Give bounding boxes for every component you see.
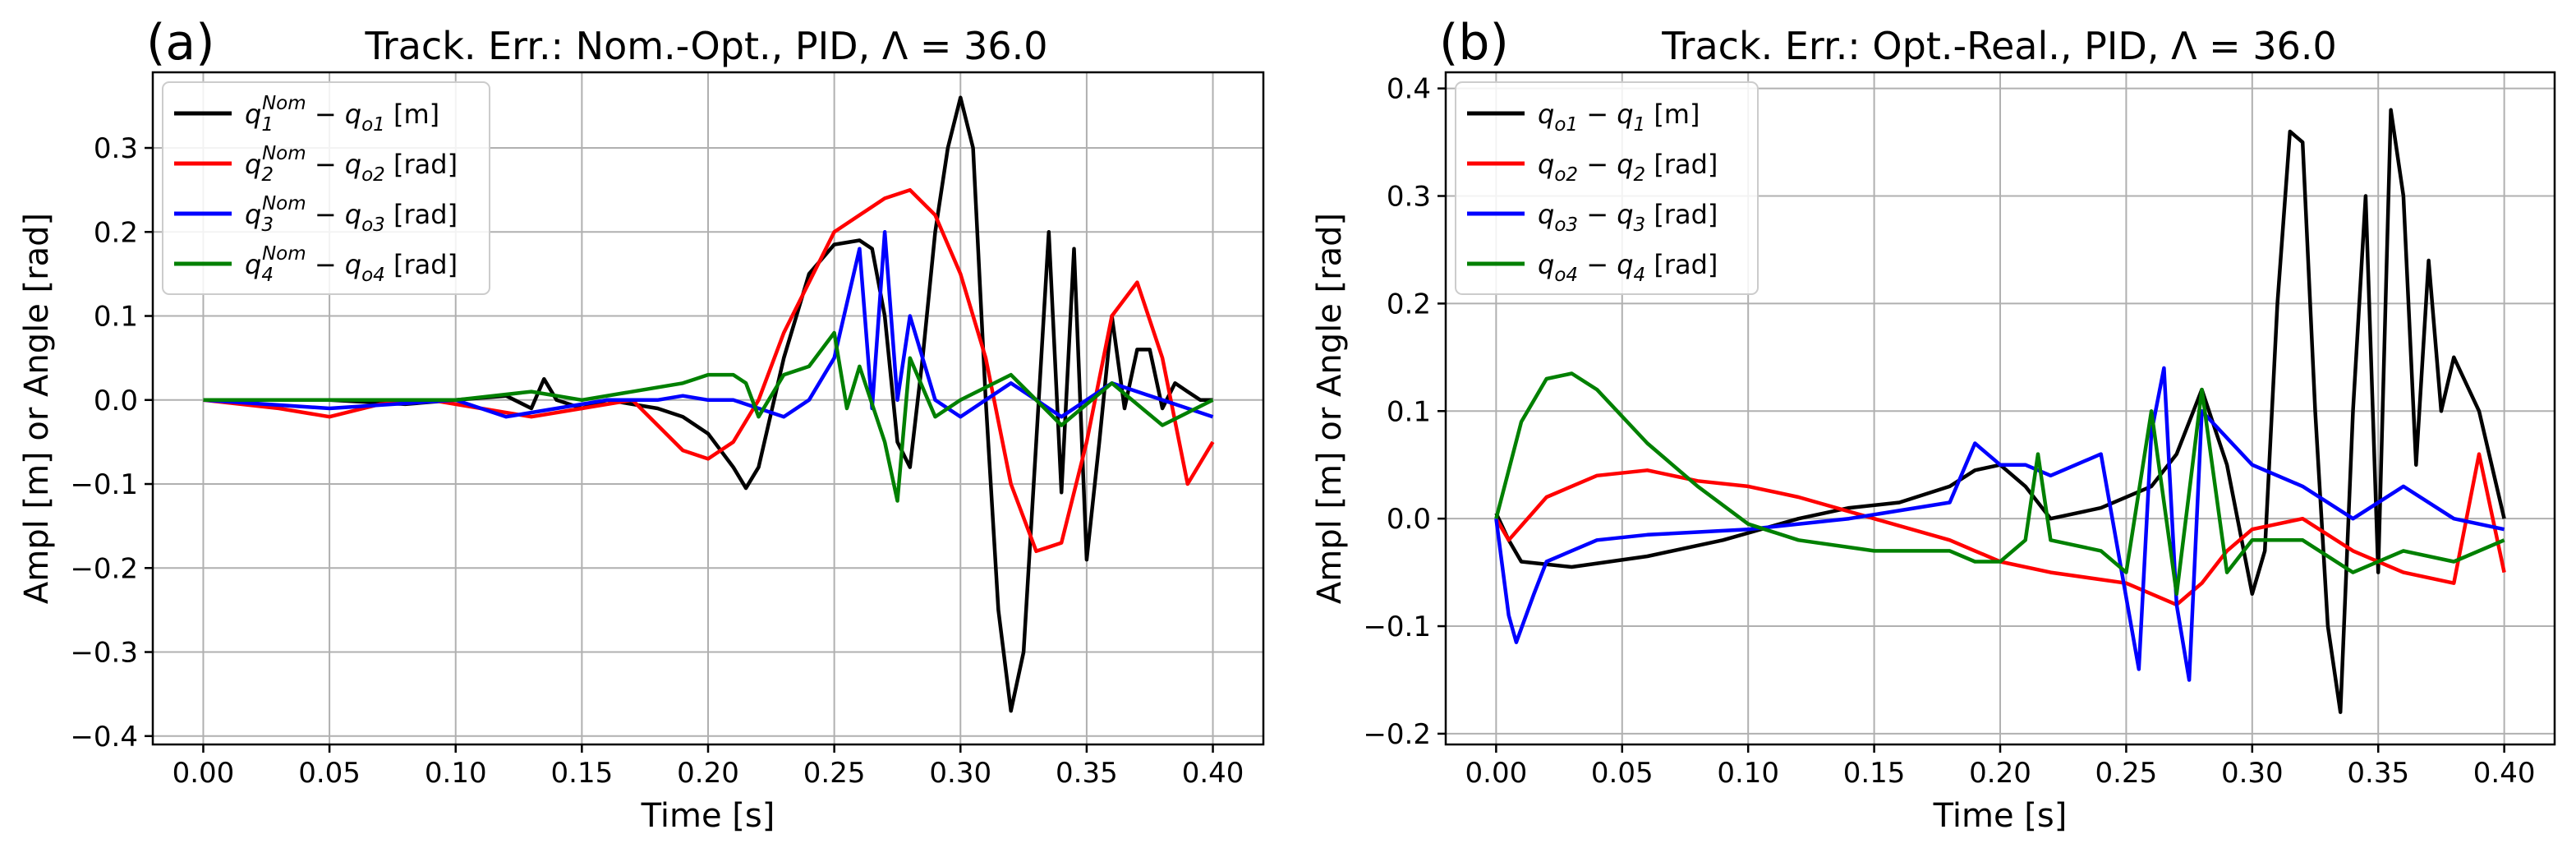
series-layer bbox=[203, 95, 1215, 713]
chart-title: Track. Err.: Nom.-Opt., PID, Λ = 36.0 bbox=[364, 24, 1047, 68]
legend: q1Nom − qo1 [m] q2Nom − qo2 [rad] q3Nom − … bbox=[162, 81, 490, 295]
x-tick-label: 0.10 bbox=[425, 757, 487, 790]
series-line-3 bbox=[1494, 366, 2505, 682]
x-tick-label: 0.20 bbox=[677, 757, 739, 790]
ticks: 0.00 0.05 0.10 0.15 0.20 0.25 0.30 0.35 0.40 −0.4… bbox=[70, 132, 1244, 790]
y-tick-label: 0.3 bbox=[94, 132, 138, 165]
y-tick-label: −0.3 bbox=[70, 637, 138, 670]
series-line-3 bbox=[203, 230, 1214, 419]
panel-label: (b) bbox=[1439, 14, 1509, 71]
series-line-4 bbox=[203, 330, 1214, 503]
series-layer bbox=[1494, 108, 2506, 714]
legend-label-1: qo1 − q1 [m] bbox=[1538, 99, 1700, 136]
x-tick-label: 0.35 bbox=[1056, 757, 1118, 790]
x-tick-label: 0.30 bbox=[929, 757, 991, 790]
gridlines bbox=[1446, 72, 2555, 744]
y-tick-label: 0.0 bbox=[1387, 503, 1431, 536]
y-tick-label: 0.1 bbox=[1387, 395, 1431, 428]
series-line-1 bbox=[1494, 108, 2506, 714]
x-tick-label: 0.05 bbox=[1591, 757, 1654, 790]
y-axis-label: Ampl [m] or Angle [rad] bbox=[1311, 213, 1349, 604]
x-tick-label: 0.10 bbox=[1717, 757, 1779, 790]
y-tick-label: −0.2 bbox=[70, 552, 138, 585]
x-tick-label: 0.20 bbox=[1969, 757, 2031, 790]
y-tick-label: −0.2 bbox=[1363, 718, 1431, 751]
x-tick-label: 0.25 bbox=[803, 757, 866, 790]
legend-box bbox=[162, 81, 490, 295]
panel-label: (a) bbox=[146, 14, 215, 71]
legend-label-2: q2Nom − qo2 [rad] bbox=[245, 143, 458, 186]
y-tick-label: 0.2 bbox=[1387, 288, 1431, 320]
x-tick-label: 0.00 bbox=[172, 757, 235, 790]
x-tick-label: 0.25 bbox=[2095, 757, 2158, 790]
panel-b: (b) Track. Err.: Opt.-Real., PID, Λ = 36… bbox=[1311, 14, 2556, 835]
x-axis-label: Time [s] bbox=[1933, 797, 2068, 835]
legend-box bbox=[1455, 81, 1759, 295]
x-tick-label: 0.40 bbox=[2473, 757, 2536, 790]
x-axis-label: Time [s] bbox=[641, 797, 775, 835]
x-tick-label: 0.00 bbox=[1465, 757, 1528, 790]
panel-a: (a) Track. Err.: Nom.-Opt., PID, Λ = 36.… bbox=[18, 14, 1265, 835]
x-tick-label: 0.15 bbox=[551, 757, 614, 790]
legend-label-3: qo3 − q3 [rad] bbox=[1538, 199, 1718, 236]
y-tick-label: 0.0 bbox=[94, 385, 138, 417]
x-tick-label: 0.40 bbox=[1182, 757, 1244, 790]
series-line-1 bbox=[203, 95, 1213, 713]
y-tick-label: −0.1 bbox=[70, 468, 138, 501]
ticks: 0.00 0.05 0.10 0.15 0.20 0.25 0.30 0.35 0.40 −0.2… bbox=[1363, 73, 2535, 790]
x-tick-label: 0.05 bbox=[298, 757, 361, 790]
y-tick-label: −0.1 bbox=[1363, 611, 1431, 643]
y-tick-label: 0.1 bbox=[94, 301, 138, 334]
series-line-4 bbox=[1494, 371, 2505, 597]
x-tick-label: 0.15 bbox=[1843, 757, 1906, 790]
legend-label-3: q3Nom − qo3 [rad] bbox=[245, 193, 458, 236]
y-tick-label: 0.2 bbox=[94, 216, 138, 249]
x-tick-label: 0.35 bbox=[2347, 757, 2409, 790]
y-tick-label: 0.3 bbox=[1387, 181, 1431, 214]
x-tick-label: 0.30 bbox=[2221, 757, 2284, 790]
legend: qo1 − q1 [m] qo2 − q2 [rad] qo3 − q3 [rad]… bbox=[1455, 81, 1759, 295]
y-tick-label: −0.4 bbox=[70, 721, 138, 754]
y-tick-label: 0.4 bbox=[1387, 73, 1431, 106]
legend-label-1: q1Nom − qo1 [m] bbox=[245, 93, 439, 136]
y-axis-label: Ampl [m] or Angle [rad] bbox=[18, 213, 56, 604]
legend-label-4: qo4 − q4 [rad] bbox=[1538, 249, 1718, 286]
series-line-2 bbox=[1494, 452, 2506, 607]
legend-label-4: q4Nom − qo4 [rad] bbox=[245, 243, 458, 286]
legend-label-2: qo2 − q2 [rad] bbox=[1538, 149, 1718, 186]
chart-title: Track. Err.: Opt.-Real., PID, Λ = 36.0 bbox=[1661, 24, 2337, 68]
